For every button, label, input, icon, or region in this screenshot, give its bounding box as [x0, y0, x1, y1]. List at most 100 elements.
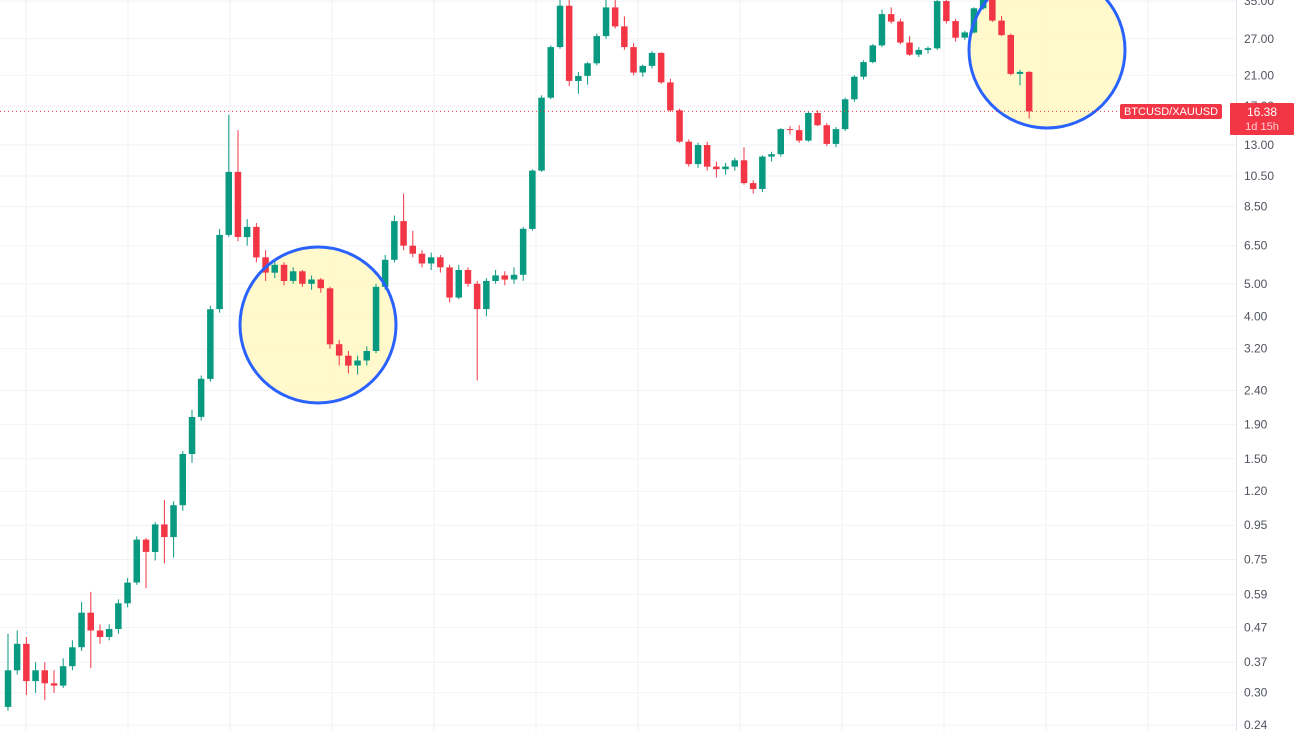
price-axis-tick[interactable]: 0.30: [1244, 686, 1268, 700]
candle-down: [713, 161, 720, 178]
price-axis-tick[interactable]: 5.00: [1244, 277, 1268, 291]
candle-body: [547, 47, 554, 98]
price-axis-tick[interactable]: 0.24: [1244, 718, 1268, 731]
candle-down: [234, 130, 242, 242]
candle-down: [897, 18, 904, 45]
price-axis-tick[interactable]: 1.90: [1244, 417, 1268, 431]
candle-down: [400, 193, 407, 251]
candle-up: [391, 215, 398, 263]
candle-body: [786, 129, 794, 131]
candle-down: [41, 662, 48, 701]
price-axis-tick[interactable]: 21.00: [1244, 68, 1274, 82]
candle-down: [621, 16, 628, 50]
candle-body: [326, 288, 334, 345]
price-axis-tick[interactable]: 0.75: [1244, 553, 1268, 567]
candle-body: [13, 643, 21, 671]
price-axis-tick[interactable]: 0.37: [1244, 655, 1268, 669]
candle-up: [1016, 69, 1024, 86]
highlight-circle-outline-2[interactable]: [967, 0, 1127, 130]
candle-up: [584, 62, 591, 85]
candle-body: [207, 309, 214, 379]
candle-body: [703, 145, 711, 167]
candle-up: [13, 630, 21, 675]
candle-body: [897, 21, 904, 43]
price-axis-tick[interactable]: 35.00: [1244, 0, 1274, 8]
candle-up: [759, 155, 766, 193]
candle-down: [464, 267, 472, 287]
candle-body: [648, 52, 656, 66]
price-axis-tick[interactable]: 0.59: [1244, 587, 1268, 601]
candle-body: [749, 183, 757, 189]
candle-down: [667, 78, 674, 113]
candle-body: [869, 45, 876, 63]
candle-body: [409, 245, 416, 254]
candle-body: [115, 603, 122, 629]
price-axis-tick[interactable]: 1.50: [1244, 452, 1268, 466]
candle-body: [860, 62, 867, 77]
candle-down: [280, 262, 288, 286]
candle-up: [924, 46, 932, 54]
candle-up: [556, 0, 564, 49]
candle-up: [32, 662, 39, 693]
candle-up: [841, 97, 849, 132]
candle-body: [805, 113, 812, 141]
candle-up: [483, 278, 490, 317]
candle-body: [878, 14, 886, 46]
candle-body: [694, 145, 702, 165]
candle-body: [529, 170, 536, 229]
candle-body: [161, 524, 168, 538]
price-axis-tick[interactable]: 27.00: [1244, 32, 1274, 46]
candle-up: [731, 157, 738, 171]
price-axis-tick[interactable]: 0.47: [1244, 620, 1268, 634]
candle-body: [887, 14, 895, 22]
candle-body: [906, 42, 913, 55]
candle-body: [262, 257, 269, 273]
candle-down: [446, 264, 453, 303]
candle-body: [179, 454, 186, 506]
candle-up: [455, 264, 462, 300]
candle-body: [538, 97, 545, 171]
candle-up: [832, 127, 840, 148]
candle-body: [243, 226, 251, 238]
candle-body: [216, 234, 223, 310]
candle-down: [326, 286, 334, 349]
price-axis-tick[interactable]: 8.50: [1244, 200, 1268, 214]
candle-body: [713, 166, 720, 170]
candle-body: [777, 129, 784, 155]
candle-down: [887, 7, 895, 24]
candle-up: [869, 44, 876, 64]
candle-body: [280, 264, 288, 281]
price-axis-tick[interactable]: 2.40: [1244, 384, 1268, 398]
candle-up: [510, 267, 518, 284]
candle-up: [179, 451, 186, 511]
price-axis-tick[interactable]: 13.00: [1244, 138, 1274, 152]
highlight-circle-fill-2[interactable]: [969, 0, 1125, 128]
price-axis-tick[interactable]: 0.95: [1244, 518, 1268, 532]
candle-body: [234, 171, 242, 237]
candle-down: [906, 36, 913, 56]
candle-down: [786, 126, 794, 135]
candle-up: [115, 599, 122, 634]
candle-body: [998, 20, 1005, 36]
candle-body: [418, 253, 426, 264]
candle-body: [584, 63, 591, 76]
price-axis-tick[interactable]: 6.50: [1244, 239, 1268, 253]
candle-body: [924, 48, 932, 50]
candle-body: [345, 355, 352, 366]
candle-down: [345, 351, 352, 374]
price-axis-tick[interactable]: 4.00: [1244, 309, 1268, 323]
price-axis-tick[interactable]: 10.50: [1244, 169, 1274, 183]
candle-up: [59, 658, 67, 688]
candle-up: [694, 142, 702, 168]
price-axis-tick[interactable]: 1.20: [1244, 484, 1268, 498]
candle-down: [657, 52, 665, 84]
candle-up: [354, 355, 361, 375]
candle-body: [170, 505, 177, 538]
candle-up: [69, 640, 76, 671]
price-axis-tick[interactable]: 3.20: [1244, 342, 1268, 356]
highlight-circle-outline-1[interactable]: [238, 245, 398, 405]
candle-body: [667, 82, 674, 111]
